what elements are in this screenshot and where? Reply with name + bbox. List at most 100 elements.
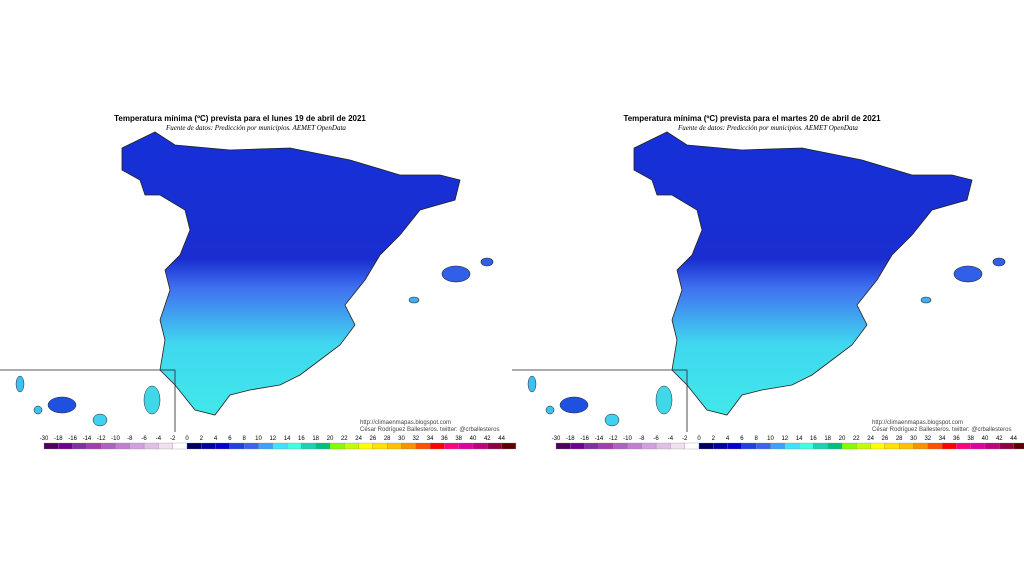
legend-swatch bbox=[970, 442, 986, 450]
legend-swatch bbox=[101, 442, 116, 450]
legend-label: 24 bbox=[867, 436, 874, 442]
legend-swatch bbox=[401, 442, 416, 450]
legend-label: 0 bbox=[697, 436, 701, 442]
legend-label: 12 bbox=[781, 436, 788, 442]
legend-swatch bbox=[458, 442, 474, 450]
legend-label: 32 bbox=[924, 436, 931, 442]
legend-label: 6 bbox=[228, 436, 232, 442]
legend-swatch bbox=[841, 442, 857, 450]
legend-swatch bbox=[258, 442, 273, 450]
legend-swatch bbox=[956, 442, 971, 450]
legend-swatch bbox=[286, 442, 302, 450]
legend-swatch bbox=[1013, 442, 1024, 450]
legend-label: 2 bbox=[712, 436, 716, 442]
legend-swatch bbox=[387, 442, 402, 450]
legend-swatch bbox=[941, 442, 957, 450]
legend-swatch bbox=[641, 442, 657, 450]
legend-swatch bbox=[584, 442, 600, 450]
legend-label: 40 bbox=[982, 436, 989, 442]
legend-swatch bbox=[58, 442, 73, 450]
legend-label: 10 bbox=[767, 436, 774, 442]
legend-label: -16 bbox=[68, 436, 77, 442]
legend-swatch bbox=[570, 442, 585, 450]
legend-swatch bbox=[186, 442, 202, 450]
legend-swatch bbox=[43, 442, 59, 450]
legend-swatch bbox=[272, 442, 288, 450]
legend-label: 44 bbox=[1010, 436, 1017, 442]
legend-label: -8 bbox=[127, 436, 133, 442]
legend-swatch bbox=[770, 442, 785, 450]
legend-label: 18 bbox=[312, 436, 319, 442]
legend-swatch bbox=[856, 442, 871, 450]
legend-label: 22 bbox=[853, 436, 860, 442]
legend-swatch bbox=[598, 442, 614, 450]
legend-label: -16 bbox=[580, 436, 589, 442]
legend-label: -4 bbox=[668, 436, 674, 442]
legend-label: 34 bbox=[939, 436, 946, 442]
legend-label: 36 bbox=[953, 436, 960, 442]
legend-swatch bbox=[415, 442, 431, 450]
legend-swatch bbox=[158, 442, 173, 450]
legend-label: 38 bbox=[967, 436, 974, 442]
legend-swatch bbox=[115, 442, 130, 450]
legend-swatch bbox=[244, 442, 259, 450]
legend-label: -18 bbox=[566, 436, 575, 442]
legend-label: -30 bbox=[552, 436, 561, 442]
legend-label: 32 bbox=[412, 436, 419, 442]
legend-swatch bbox=[72, 442, 88, 450]
legend-label: 28 bbox=[896, 436, 903, 442]
legend-swatch bbox=[784, 442, 800, 450]
legend-swatch bbox=[984, 442, 1000, 450]
legend-swatch bbox=[899, 442, 914, 450]
map-subtitle: Fuente de datos: Predicción por municipi… bbox=[677, 124, 858, 132]
legend-swatch bbox=[827, 442, 843, 450]
credit-author: César Rodríguez Ballesteros. twitter: @c… bbox=[360, 427, 499, 433]
legend-label: -30 bbox=[40, 436, 49, 442]
legend-label: 18 bbox=[824, 436, 831, 442]
legend-swatch bbox=[329, 442, 345, 450]
legend-swatch bbox=[501, 442, 517, 450]
legend-label: -12 bbox=[97, 436, 106, 442]
legend-label: 20 bbox=[327, 436, 334, 442]
map-right bbox=[511, 131, 1006, 433]
legend-label: 16 bbox=[810, 436, 817, 442]
legend-swatch bbox=[301, 442, 316, 450]
legend-swatch bbox=[999, 442, 1014, 450]
legend-swatch bbox=[713, 442, 728, 450]
legend-label: 34 bbox=[427, 436, 434, 442]
legend-label: 10 bbox=[255, 436, 262, 442]
legend-swatch bbox=[86, 442, 102, 450]
legend-label: -2 bbox=[170, 436, 176, 442]
legend-label: 4 bbox=[726, 436, 730, 442]
legend-swatch bbox=[143, 442, 159, 450]
legend-label: -6 bbox=[653, 436, 659, 442]
legend-swatch bbox=[358, 442, 374, 450]
legend-label: 14 bbox=[284, 436, 291, 442]
legend-swatch bbox=[215, 442, 231, 450]
legend-swatch bbox=[627, 442, 642, 450]
legend-label: 26 bbox=[882, 436, 889, 442]
legend-swatch bbox=[487, 442, 502, 450]
legend-swatch bbox=[798, 442, 814, 450]
legend-label: 42 bbox=[484, 436, 491, 442]
credit-url: http://climaenmapas.blogspot.com bbox=[360, 420, 451, 426]
legend-swatch bbox=[344, 442, 359, 450]
map-title: Temperatura mínima (ºC) prevista para el… bbox=[623, 114, 881, 123]
legend-label: 38 bbox=[455, 436, 462, 442]
credit-author: César Rodríguez Ballesteros. twitter: @c… bbox=[872, 427, 1011, 433]
legend-label: 20 bbox=[839, 436, 846, 442]
legend-swatch bbox=[129, 442, 145, 450]
legend-label: 28 bbox=[384, 436, 391, 442]
legend-swatch bbox=[913, 442, 928, 450]
legend-label: -8 bbox=[639, 436, 645, 442]
legend-label: 44 bbox=[498, 436, 505, 442]
legend-label: 22 bbox=[341, 436, 348, 442]
legend-swatch bbox=[684, 442, 700, 450]
legend-swatch bbox=[655, 442, 671, 450]
legend-label: 12 bbox=[269, 436, 276, 442]
legend-label: -2 bbox=[682, 436, 688, 442]
legend-label: 16 bbox=[298, 436, 305, 442]
legend-label: 42 bbox=[996, 436, 1003, 442]
legend-label: -4 bbox=[156, 436, 162, 442]
